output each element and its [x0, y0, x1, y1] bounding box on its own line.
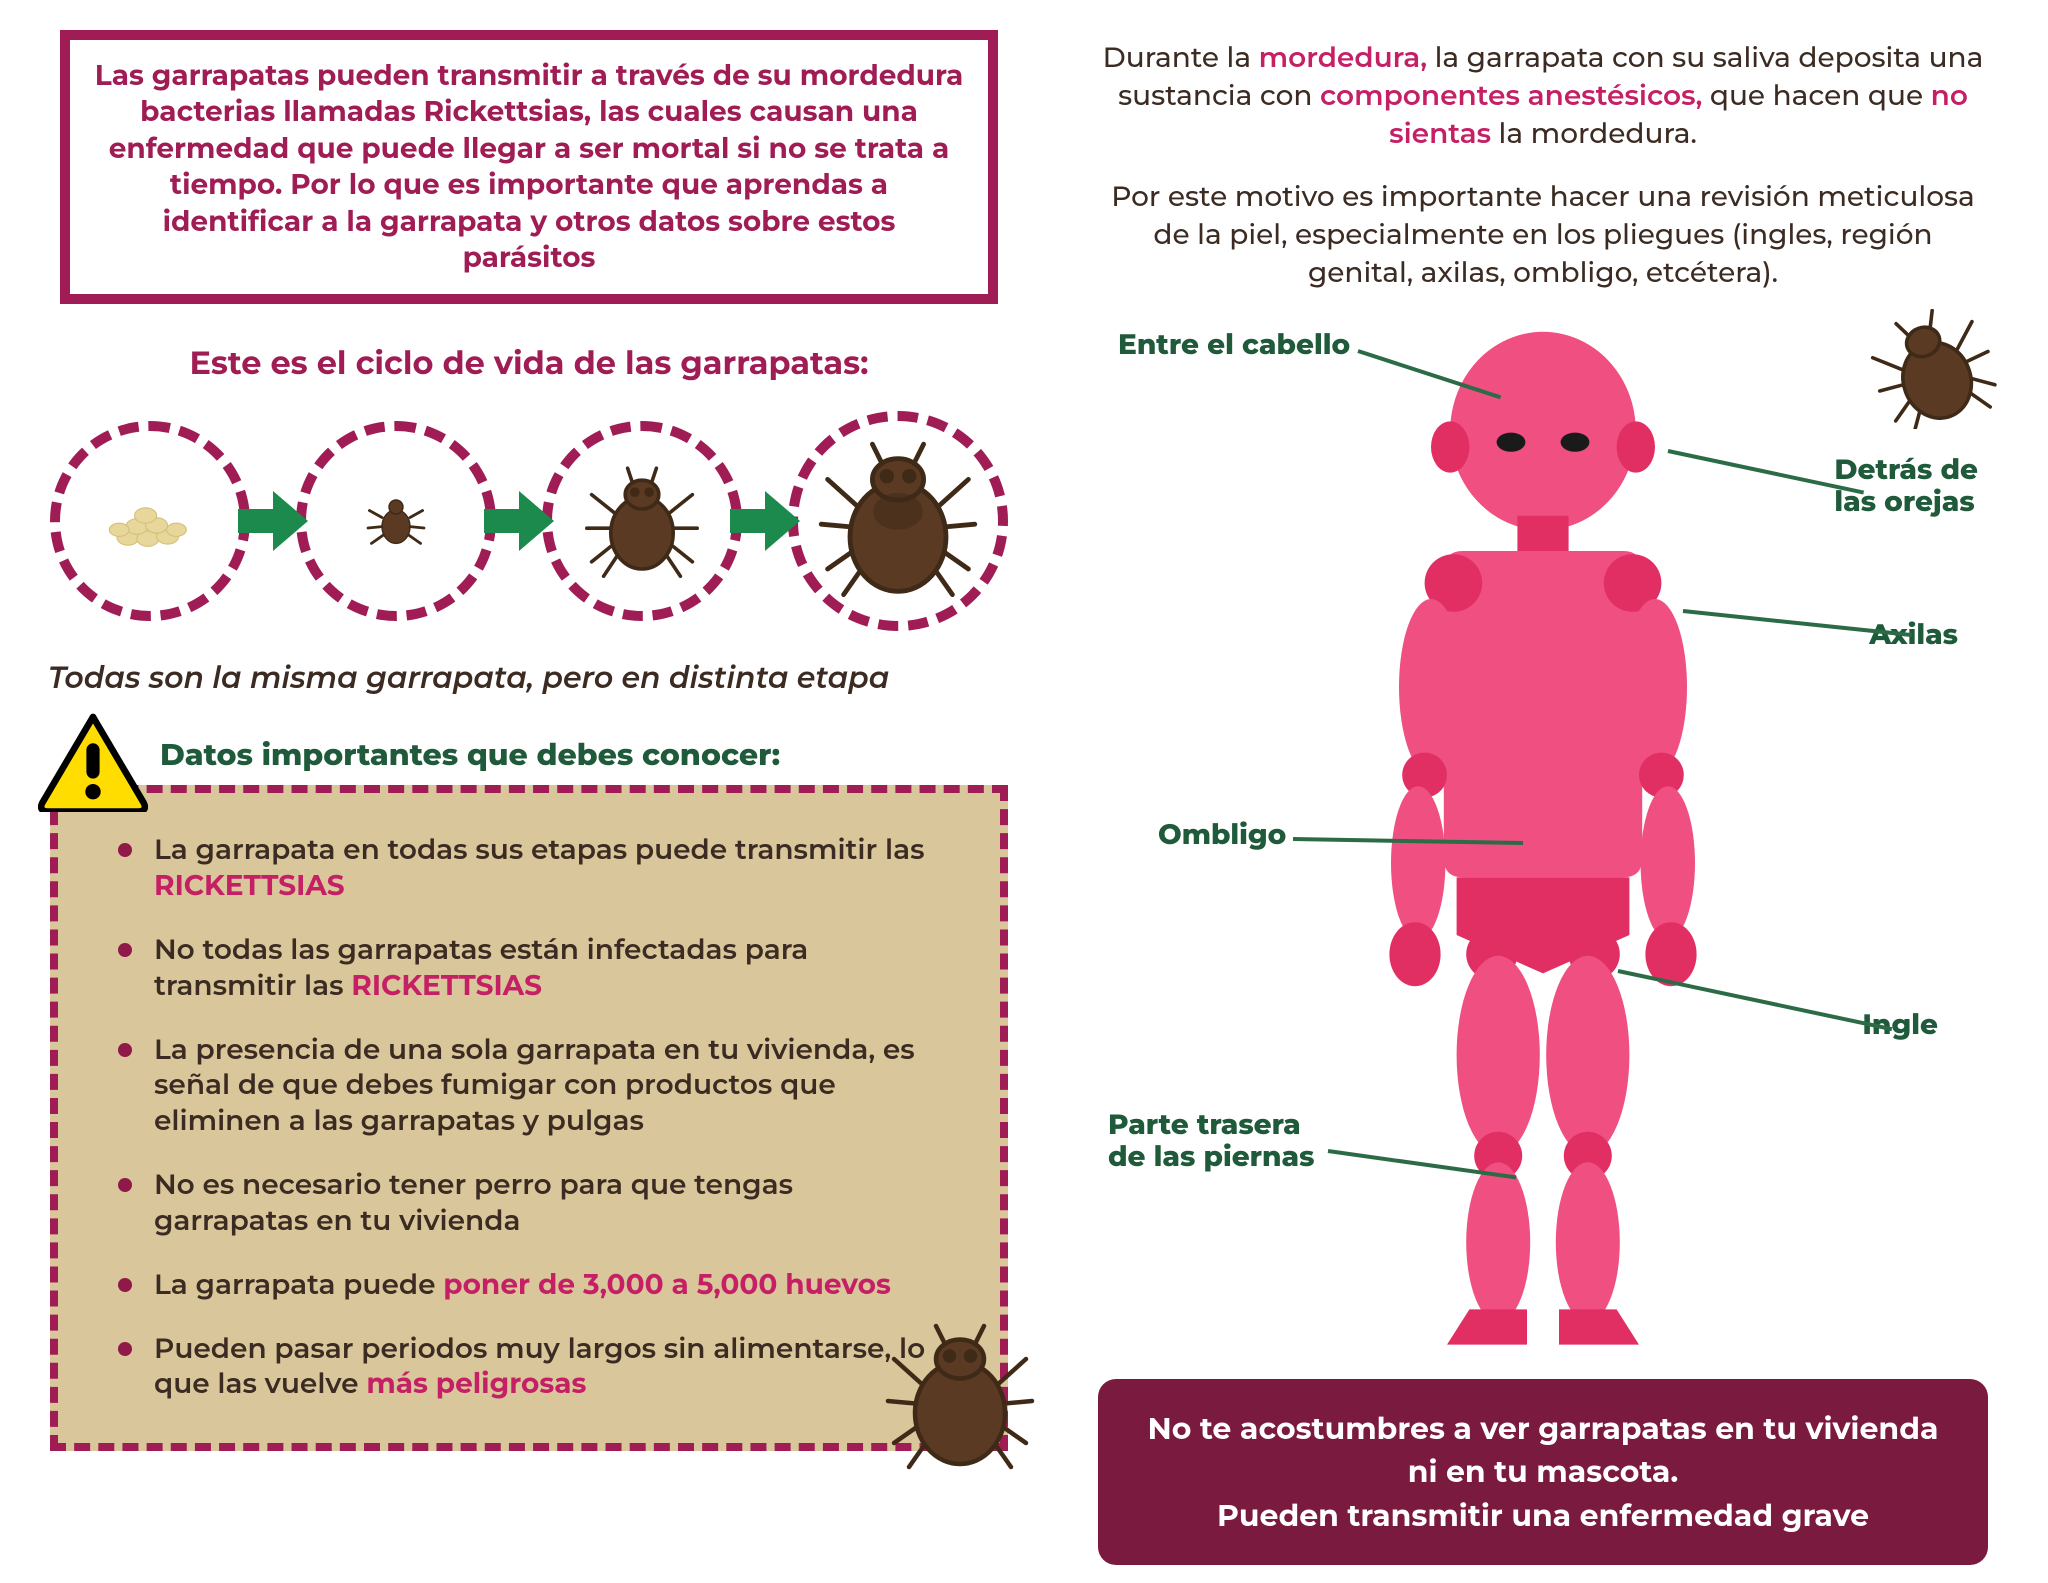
- right-column: Durante la mordedura, la garrapata con s…: [1078, 30, 2008, 1553]
- right-intro: Durante la mordedura, la garrapata con s…: [1078, 30, 2008, 293]
- label-armpits: Axilas: [1869, 619, 1958, 651]
- label-hair: Entre el cabello: [1118, 329, 1350, 361]
- cycle-note: Todas son la misma garrapata, pero en di…: [40, 659, 1018, 696]
- tick-decoration-icon: [880, 1323, 1040, 1473]
- cycle-stage-eggs: [50, 421, 250, 621]
- cycle-stage-larva: [296, 421, 496, 621]
- facts-box: La garrapata en todas sus etapas puede t…: [50, 785, 1008, 1451]
- right-paragraph-2: Por este motivo es importante hacer una …: [1098, 179, 1988, 292]
- label-navel: Ombligo: [1158, 819, 1286, 851]
- warning-banner: No te acostumbres a ver garrapatas en tu…: [1098, 1379, 1988, 1566]
- fact-item: La garrapata puede poner de 3,000 a 5,00…: [118, 1268, 950, 1304]
- cycle-title: Este es el ciclo de vida de las garrapat…: [40, 344, 1018, 383]
- intro-text: Las garrapatas pueden transmitir a travé…: [95, 59, 964, 275]
- left-column: Las garrapatas pueden transmitir a travé…: [40, 30, 1018, 1553]
- body-diagram: Entre el cabello Detrás de las orejas Ax…: [1078, 319, 2008, 1379]
- fact-item: La garrapata en todas sus etapas puede t…: [118, 833, 950, 905]
- life-cycle-row: [40, 411, 1018, 631]
- cycle-stage-nymph: [542, 421, 742, 621]
- tick-float-icon: [1868, 309, 1998, 429]
- facts-section: Datos importantes que debes conocer: La …: [50, 736, 1008, 1451]
- cycle-stage-adult: [788, 411, 1008, 631]
- arrow-icon: [484, 491, 554, 551]
- right-paragraph-1: Durante la mordedura, la garrapata con s…: [1098, 40, 1988, 153]
- fact-item: No todas las garrapatas están infectadas…: [118, 933, 950, 1005]
- label-legs: Parte trasera de las piernas: [1108, 1109, 1314, 1173]
- facts-list: La garrapata en todas sus etapas puede t…: [118, 833, 950, 1403]
- facts-title: Datos importantes que debes conocer:: [50, 736, 1008, 773]
- arrow-icon: [238, 491, 308, 551]
- fact-item: No es necesario tener perro para que ten…: [118, 1168, 950, 1240]
- intro-box: Las garrapatas pueden transmitir a travé…: [60, 30, 998, 304]
- label-ears: Detrás de las orejas: [1834, 454, 1978, 518]
- fact-item: La presencia de una sola garrapata en tu…: [118, 1033, 950, 1140]
- arrow-icon: [730, 491, 800, 551]
- warning-icon: [38, 712, 148, 812]
- fact-item: Pueden pasar periodos muy largos sin ali…: [118, 1332, 950, 1404]
